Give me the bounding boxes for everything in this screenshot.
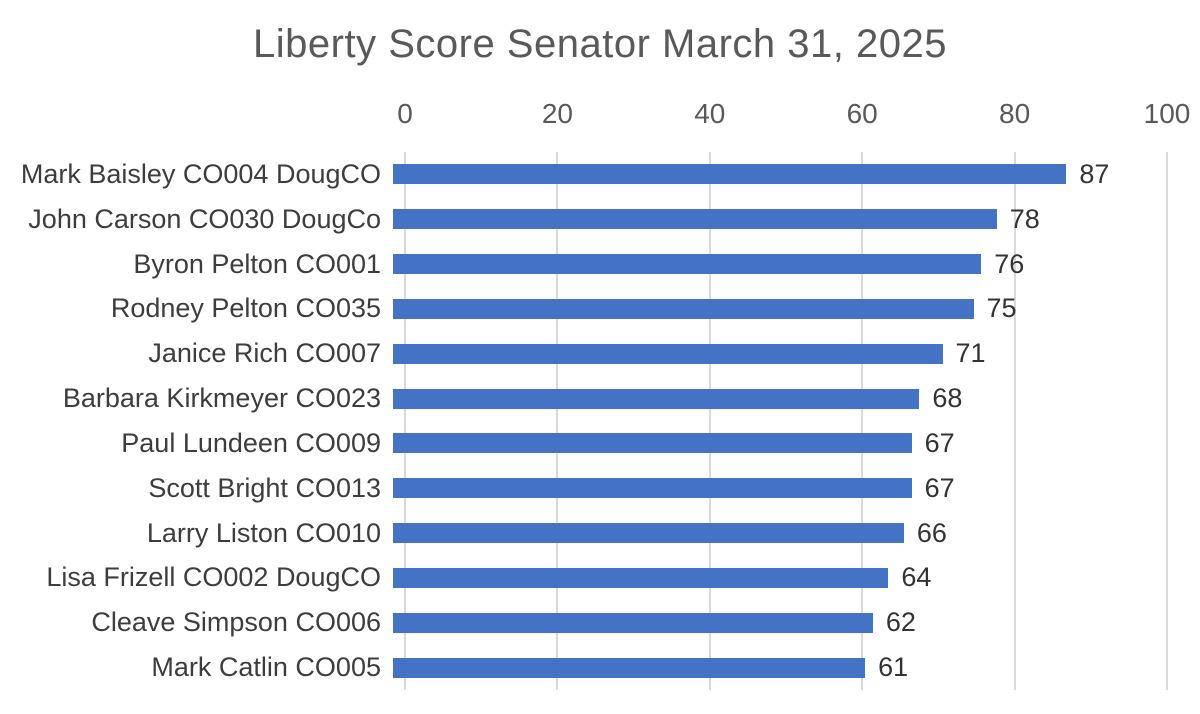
category-label: Janice Rich CO007 <box>148 338 381 369</box>
plot-area <box>404 152 1168 690</box>
category-label: Cleave Simpson CO006 <box>91 607 381 638</box>
chart-title: Liberty Score Senator March 31, 2025 <box>253 22 947 66</box>
category-label: Rodney Pelton CO035 <box>110 293 381 324</box>
bar-zone: 67 <box>393 466 1167 511</box>
bar-zone: 71 <box>393 331 1167 376</box>
value-label: 66 <box>916 517 947 548</box>
gridline <box>1013 152 1016 690</box>
value-label: 68 <box>932 383 963 414</box>
value-label: 78 <box>1009 203 1040 234</box>
bar <box>393 657 866 678</box>
x-axis: 0 20 40 60 80 100 <box>397 98 1190 132</box>
bar <box>393 478 912 499</box>
chart-row: Barbara Kirkmeyer CO023 68 <box>0 376 1167 421</box>
x-axis-tick-label: 60 <box>846 98 878 129</box>
category-label: Mark Catlin CO005 <box>151 652 381 683</box>
chart-row: Mark Baisley CO004 DougCO 87 <box>0 152 1167 197</box>
chart-row: Scott Bright CO013 67 <box>0 466 1167 511</box>
x-axis-tick-label: 20 <box>541 98 573 129</box>
chart-row: Janice Rich CO007 71 <box>0 331 1167 376</box>
bar <box>393 612 873 633</box>
bar-zone: 62 <box>393 600 1167 645</box>
category-label: Scott Bright CO013 <box>148 472 381 503</box>
bar <box>393 254 982 275</box>
bar-zone: 68 <box>393 376 1167 421</box>
gridline <box>1166 152 1168 690</box>
bar-zone: 66 <box>393 511 1167 556</box>
category-label: Lisa Frizell CO002 DougCO <box>46 562 381 593</box>
value-label: 62 <box>885 607 916 638</box>
bar-zone: 78 <box>393 197 1167 242</box>
chart-row: Rodney Pelton CO035 75 <box>0 286 1167 331</box>
chart-row: Cleave Simpson CO006 62 <box>0 600 1167 645</box>
x-axis-tick-label: 100 <box>1143 98 1191 129</box>
gridline <box>708 152 711 690</box>
bar <box>393 523 904 544</box>
x-axis-tick-label: 80 <box>999 98 1031 129</box>
category-label: Byron Pelton CO001 <box>133 248 381 279</box>
category-label: Mark Baisley CO004 DougCO <box>20 158 381 189</box>
bar <box>393 388 920 409</box>
chart-row: John Carson CO030 DougCo 78 <box>0 197 1167 242</box>
value-label: 75 <box>986 293 1017 324</box>
chart-row: Byron Pelton CO001 76 <box>0 242 1167 287</box>
bar-zone: 64 <box>393 555 1167 600</box>
value-label: 61 <box>878 652 909 683</box>
gridline <box>556 152 559 690</box>
value-label: 76 <box>994 248 1025 279</box>
value-label: 64 <box>901 562 932 593</box>
chart-row: Lisa Frizell CO002 DougCO 64 <box>0 555 1167 600</box>
gridline <box>404 152 406 690</box>
chart-row: Paul Lundeen CO009 67 <box>0 421 1167 466</box>
value-label: 87 <box>1079 158 1110 189</box>
bar-zone: 67 <box>393 421 1167 466</box>
value-label: 67 <box>924 472 955 503</box>
category-label: Paul Lundeen CO009 <box>121 427 381 458</box>
bar <box>393 209 997 230</box>
x-axis-tick-label: 0 <box>397 98 413 129</box>
bar-zone: 61 <box>393 645 1167 690</box>
bar <box>393 567 889 588</box>
x-axis-tick-label: 40 <box>694 98 726 129</box>
bar <box>393 298 974 319</box>
bar <box>393 433 912 454</box>
bar-zone: 76 <box>393 242 1167 287</box>
value-label: 71 <box>955 338 986 369</box>
chart-row: Larry Liston CO010 66 <box>0 511 1167 556</box>
bar-zone: 87 <box>393 152 1167 197</box>
chart-row: Mark Catlin CO005 61 <box>0 645 1167 690</box>
category-label: Barbara Kirkmeyer CO023 <box>62 383 381 414</box>
category-label: John Carson CO030 DougCo <box>28 203 381 234</box>
bar-rows: Mark Baisley CO004 DougCO 87 John Carson C… <box>0 152 1167 690</box>
value-label: 67 <box>924 427 955 458</box>
bar <box>393 164 1067 185</box>
category-label: Larry Liston CO010 <box>146 517 381 548</box>
gridline <box>861 152 864 690</box>
bar-zone: 75 <box>393 286 1167 331</box>
bar <box>393 343 943 364</box>
